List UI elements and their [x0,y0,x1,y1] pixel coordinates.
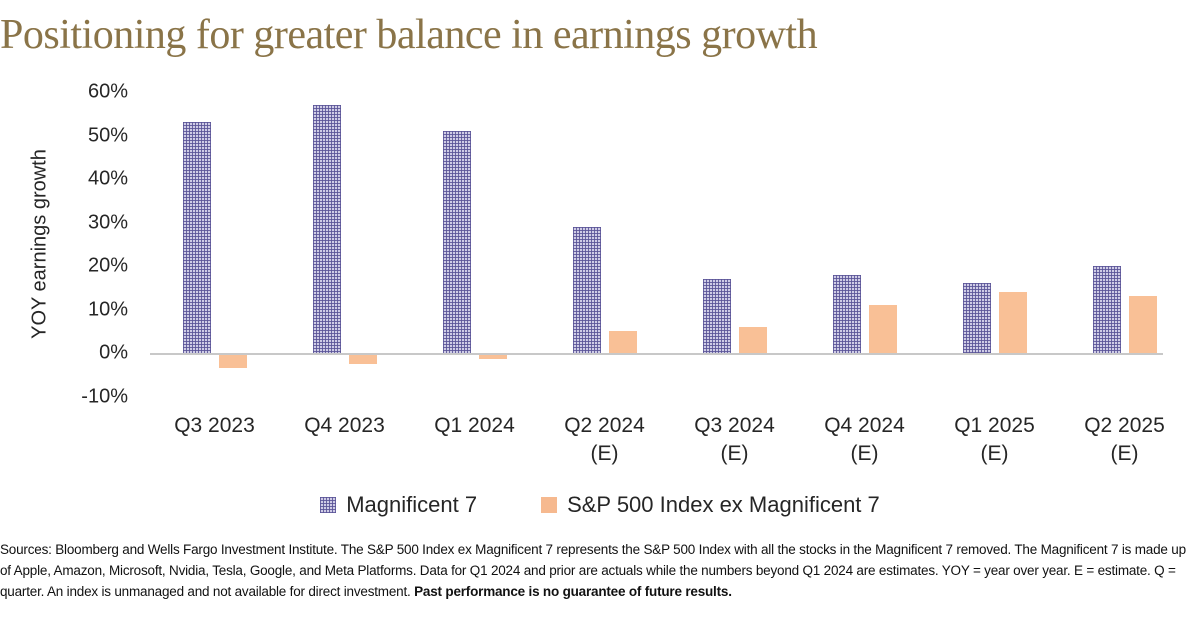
x-tick-label: Q2 2025 (E) [1084,414,1165,465]
bar-sp500-ex-mag7 [1128,296,1157,353]
y-tick-label: 60% [87,80,128,103]
x-tick-label: Q4 2024 (E) [824,414,905,465]
bar-sp500-ex-mag7 [478,355,507,360]
legend-item-sp500-ex-mag7: S&P 500 Index ex Magnificent 7 [541,492,880,518]
x-tick-label: Q1 2025 (E) [954,414,1035,465]
bar-sp500-ex-mag7 [218,355,247,369]
bar-magnificent-7 [182,122,211,353]
chart-title: Positioning for greater balance in earni… [0,12,818,58]
bar-magnificent-7 [702,279,731,353]
x-tick-label: Q3 2023 [174,414,255,437]
legend-swatch-magnificent-7-icon [320,497,337,513]
source-note-text: Sources: Bloomberg and Wells Fargo Inves… [0,542,1186,599]
x-tick-label: Q3 2024 (E) [694,414,775,465]
bar-sp500-ex-mag7 [608,331,637,353]
y-tick-label: 40% [87,167,128,190]
legend-item-magnificent-7: Magnificent 7 [320,492,477,518]
bar-magnificent-7 [312,105,341,353]
bar-sp500-ex-mag7 [738,326,767,353]
y-tick-label: 50% [87,124,128,146]
bar-sp500-ex-mag7 [868,305,897,353]
bar-magnificent-7 [442,131,471,353]
y-tick-label: 10% [87,298,128,320]
y-tick-label: -10% [81,385,128,407]
legend-label-magnificent-7: Magnificent 7 [346,492,478,517]
x-axis-line [150,353,1163,355]
x-tick-label: Q4 2023 [304,414,385,437]
y-tick-label: 0% [99,341,128,364]
bar-magnificent-7 [1092,266,1121,353]
bar-sp500-ex-mag7 [998,292,1027,353]
y-tick-label: 30% [87,211,128,233]
source-note-bold-text: Past performance is no guarantee of futu… [414,584,732,599]
legend: Magnificent 7 S&P 500 Index ex Magnifice… [0,492,1200,518]
legend-swatch-sp500-ex-mag7-icon [541,497,558,513]
bar-magnificent-7 [962,283,991,353]
x-tick-label: Q2 2024 (E) [564,414,645,465]
legend-label-sp500-ex-mag7: S&P 500 Index ex Magnificent 7 [567,492,880,517]
source-note: Sources: Bloomberg and Wells Fargo Inves… [0,539,1200,602]
bar-magnificent-7 [572,226,601,353]
y-tick-label: 20% [87,254,128,277]
bar-sp500-ex-mag7 [348,355,377,364]
bar-magnificent-7 [832,274,861,353]
x-tick-label: Q1 2024 [434,414,515,437]
y-axis-title: YOY earnings growth [28,149,51,339]
